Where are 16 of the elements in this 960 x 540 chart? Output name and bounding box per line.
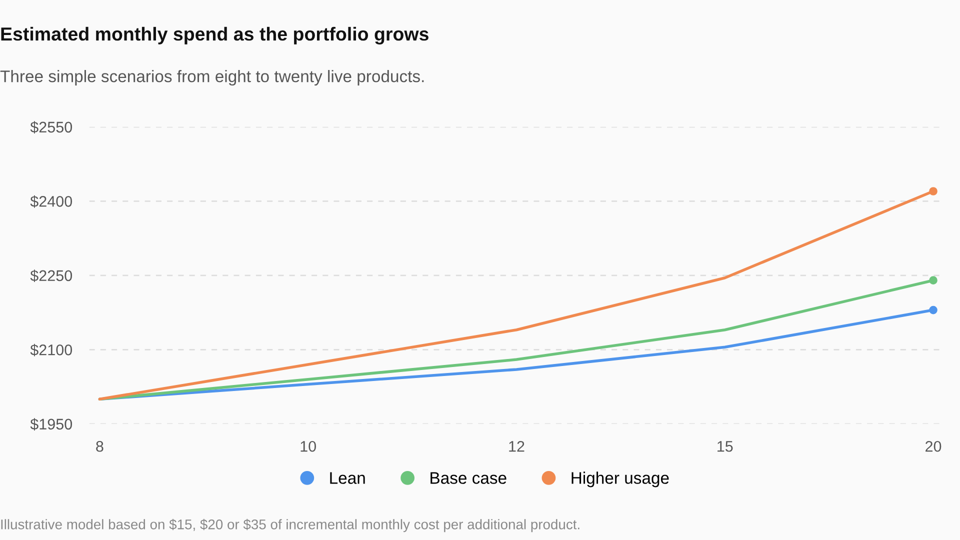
x-tick-label: 8	[96, 440, 104, 452]
legend-label: Higher usage	[572, 472, 669, 488]
y-tick-label: $2550	[30, 121, 72, 134]
text: Illustrative model based on $15, $20 or $35 of incremental monthly cost per additional product.	[1, 518, 580, 532]
y-tick-label: $2400	[30, 195, 72, 208]
x-tick-label: 10	[300, 440, 316, 452]
y-tick-label: $2250	[30, 270, 72, 282]
y-tick-label: $1950	[30, 418, 72, 430]
legend-label: Base case	[430, 472, 506, 484]
legend-label: Lean	[330, 472, 365, 484]
y-tick-label: $2100	[30, 344, 72, 356]
chart-subtitle: Three simple scenarios from eight to twenty live products.	[0, 70, 424, 86]
chart-title: Estimated monthly spend as the portfolio grows	[1, 26, 428, 44]
x-tick-label: 12	[509, 440, 524, 452]
x-tick-label: 20	[926, 440, 942, 452]
x-tick-label: 15	[718, 441, 733, 452]
